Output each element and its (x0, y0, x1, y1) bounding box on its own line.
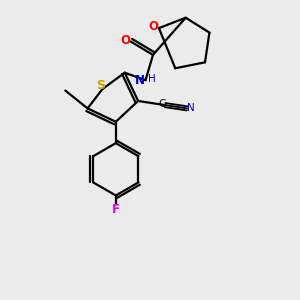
Text: H: H (148, 74, 156, 84)
Text: N: N (187, 103, 195, 113)
Text: S: S (97, 79, 106, 92)
Text: O: O (148, 20, 159, 33)
Text: N: N (135, 74, 145, 87)
Text: F: F (112, 203, 120, 216)
Text: C: C (158, 99, 165, 109)
Text: O: O (120, 34, 130, 46)
